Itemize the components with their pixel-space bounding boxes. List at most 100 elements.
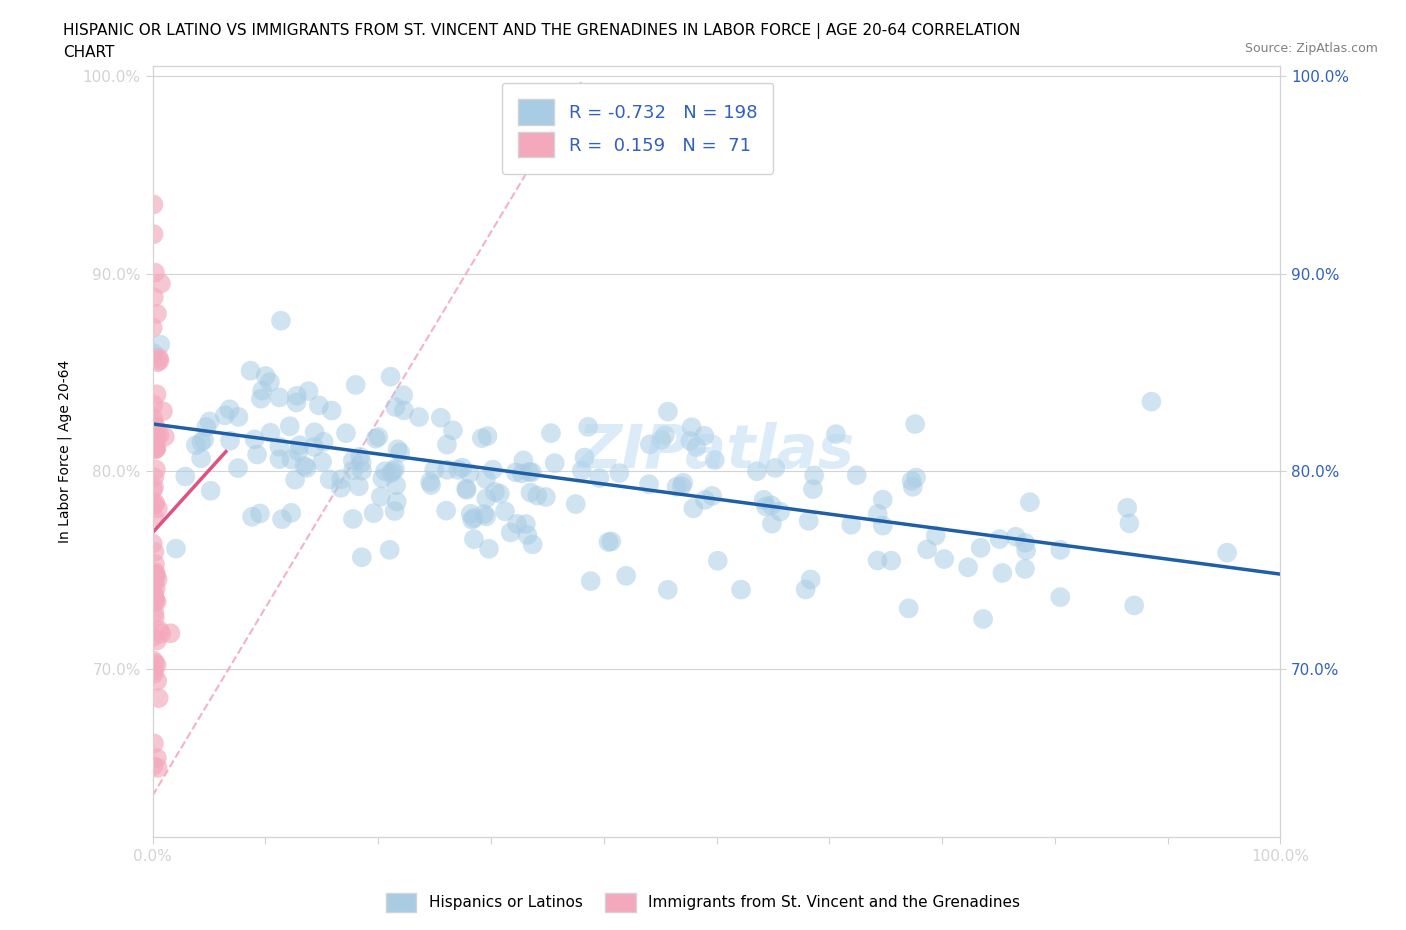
Point xyxy=(243,432,266,446)
Text: Source: ZipAtlas.com: Source: ZipAtlas.com xyxy=(1244,42,1378,55)
Point xyxy=(607,466,630,481)
Point xyxy=(143,498,166,512)
Point xyxy=(510,466,533,481)
Point xyxy=(150,626,173,641)
Point xyxy=(576,419,599,434)
Point xyxy=(174,469,197,484)
Point xyxy=(350,463,373,478)
Point xyxy=(311,454,333,469)
Point xyxy=(142,577,165,591)
Point xyxy=(520,465,543,480)
Point xyxy=(142,591,165,605)
Point xyxy=(475,472,498,486)
Point xyxy=(475,509,498,524)
Point xyxy=(1116,500,1139,515)
Point xyxy=(526,488,548,503)
Point xyxy=(384,400,406,415)
Point xyxy=(347,479,370,494)
Point xyxy=(378,542,401,557)
Point xyxy=(761,516,783,531)
Point xyxy=(693,429,716,444)
Point xyxy=(901,480,924,495)
Point xyxy=(149,337,172,352)
Point xyxy=(269,390,291,405)
Point xyxy=(280,505,302,520)
Point xyxy=(866,507,889,522)
Point xyxy=(146,572,169,587)
Point xyxy=(517,465,540,480)
Point xyxy=(142,667,165,682)
Point xyxy=(638,437,661,452)
Text: ZIPatlas: ZIPatlas xyxy=(578,422,855,481)
Point xyxy=(288,438,311,453)
Point xyxy=(148,353,170,368)
Point xyxy=(146,761,169,776)
Point xyxy=(219,433,242,448)
Point xyxy=(304,425,326,440)
Point xyxy=(423,462,446,477)
Text: HISPANIC OR LATINO VS IMMIGRANTS FROM ST. VINCENT AND THE GRENADINES IN LABOR FO: HISPANIC OR LATINO VS IMMIGRANTS FROM ST… xyxy=(63,23,1021,39)
Point xyxy=(866,553,889,568)
Point xyxy=(564,497,586,512)
Point xyxy=(505,465,527,480)
Point xyxy=(472,507,495,522)
Point xyxy=(142,419,165,434)
Point xyxy=(1049,590,1071,604)
Point xyxy=(706,553,728,568)
Point xyxy=(143,593,166,608)
Point xyxy=(145,430,167,445)
Point xyxy=(1015,543,1038,558)
Point xyxy=(218,402,240,417)
Point xyxy=(148,428,170,443)
Point xyxy=(752,492,775,507)
Point xyxy=(240,510,263,525)
Point xyxy=(146,306,169,321)
Point xyxy=(471,431,494,445)
Point xyxy=(239,364,262,379)
Point xyxy=(700,488,723,503)
Point xyxy=(142,227,165,242)
Point xyxy=(250,392,273,406)
Point xyxy=(478,541,501,556)
Point xyxy=(845,468,868,483)
Point xyxy=(1118,516,1140,531)
Point xyxy=(145,565,167,579)
Point xyxy=(685,440,707,455)
Point xyxy=(146,751,169,765)
Point xyxy=(761,498,783,512)
Point xyxy=(145,568,167,583)
Point xyxy=(143,556,166,571)
Point xyxy=(769,504,792,519)
Point xyxy=(419,474,441,489)
Point xyxy=(143,418,166,433)
Point xyxy=(385,494,408,509)
Point xyxy=(904,417,927,432)
Point xyxy=(665,479,688,494)
Y-axis label: In Labor Force | Age 20-64: In Labor Force | Age 20-64 xyxy=(58,360,72,543)
Point xyxy=(148,623,170,638)
Point xyxy=(146,633,169,648)
Point xyxy=(1216,545,1239,560)
Point xyxy=(350,456,373,471)
Point xyxy=(915,542,938,557)
Point xyxy=(540,426,562,441)
Point xyxy=(880,553,903,568)
Legend: Hispanics or Latinos, Immigrants from St. Vincent and the Grenadines: Hispanics or Latinos, Immigrants from St… xyxy=(380,887,1026,918)
Point xyxy=(142,346,165,361)
Point xyxy=(475,491,498,506)
Point xyxy=(598,535,620,550)
Point xyxy=(143,736,166,751)
Point xyxy=(392,403,415,418)
Point xyxy=(278,418,301,433)
Point xyxy=(295,460,318,475)
Point xyxy=(972,612,994,627)
Point xyxy=(755,498,778,513)
Point xyxy=(934,551,956,566)
Point xyxy=(370,489,392,504)
Point xyxy=(297,384,319,399)
Point xyxy=(797,513,820,528)
Point xyxy=(380,369,402,384)
Point xyxy=(142,480,165,495)
Point xyxy=(259,375,281,390)
Point xyxy=(214,408,236,423)
